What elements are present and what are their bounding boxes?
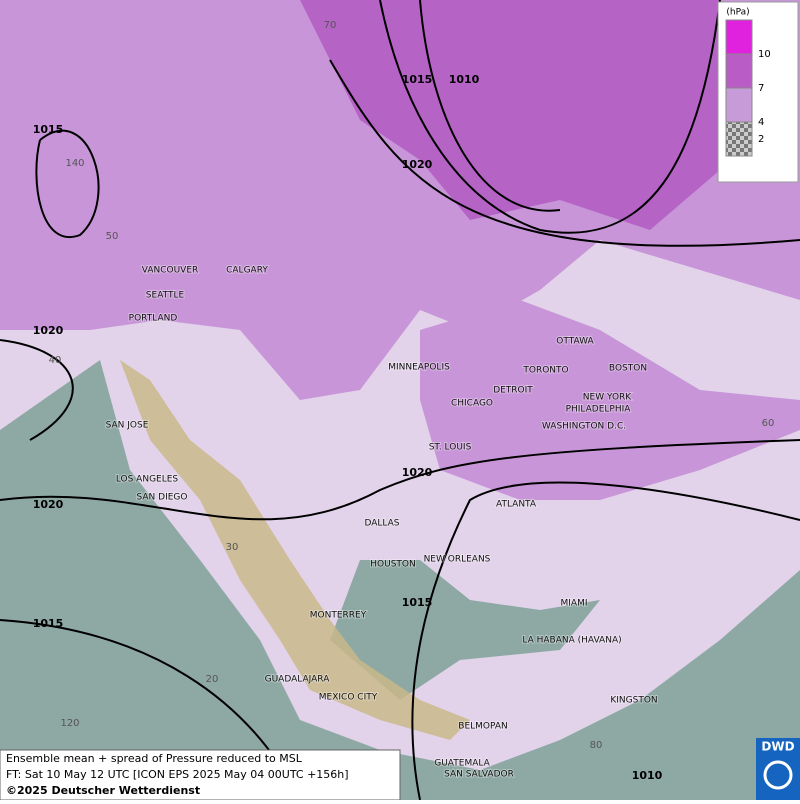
isobar (35, 129, 100, 239)
logo-box (756, 738, 800, 800)
isobar-label: 1015 (402, 73, 433, 86)
legend-swatch (725, 87, 753, 123)
isobar-label: 1010 (449, 73, 480, 86)
graticule-label: 60 (762, 418, 775, 429)
city-label: MEXICO CITY (319, 693, 378, 703)
city-label: VANCOUVER (142, 266, 199, 276)
isobar-label: 1015 (33, 617, 64, 630)
legend-swatch (725, 19, 753, 55)
graticule-label: 140 (65, 158, 84, 169)
city-label: GUATEMALA (434, 759, 490, 769)
city-label: DETROIT (493, 386, 533, 396)
low-spread-area (330, 560, 600, 700)
footer-line: FT: Sat 10 May 12 UTC [ICON EPS 2025 May… (6, 768, 349, 781)
isobar-label: 1020 (402, 466, 433, 479)
city-label: MONTERREY (310, 611, 367, 621)
isobar-label: 1020 (33, 324, 64, 337)
city-label: SAN DIEGO (137, 493, 188, 503)
isobar (419, 0, 561, 212)
city-label: MIAMI (561, 599, 588, 609)
city-label: OTTAWA (556, 337, 594, 347)
legend-unit: (hPa) (726, 8, 749, 18)
isobar-label: 1020 (402, 158, 433, 171)
graticule-label: 30 (226, 542, 239, 553)
isobar (329, 59, 800, 247)
city-label: SAN SALVADOR (444, 770, 514, 780)
city-label: PORTLAND (129, 314, 178, 324)
terrain (120, 360, 470, 740)
city-label: LOS ANGELES (116, 475, 179, 485)
city-label: CALGARY (226, 266, 268, 276)
isobar (0, 439, 800, 521)
graticule-label: 40 (49, 355, 62, 366)
spread-area (420, 300, 800, 500)
low-spread-area (0, 360, 800, 800)
city-label: KINGSTON (610, 696, 657, 706)
city-label: GUADALAJARA (265, 675, 331, 685)
legend-label: 4 (758, 117, 764, 128)
logo-icon (763, 760, 793, 790)
isobar-label: 1015 (33, 123, 64, 136)
isobar-label: 1015 (402, 596, 433, 609)
isobar-label: 1010 (632, 769, 663, 782)
city-label: SAN JOSE (106, 421, 149, 431)
isobar (411, 481, 800, 801)
city-label: MINNEAPOLIS (388, 363, 450, 373)
city-label: NEW YORK (583, 393, 633, 403)
footer-box (0, 749, 401, 801)
isobar-label: 1020 (33, 498, 64, 511)
legend-label: 10 (758, 49, 771, 60)
city-label: ST. LOUIS (429, 443, 472, 453)
legend-swatch (725, 53, 753, 89)
city-label: CHICAGO (451, 399, 493, 409)
footer-line: Ensemble mean + spread of Pressure reduc… (6, 752, 303, 765)
city-label: PHILADELPHIA (566, 405, 632, 415)
isobar (379, 0, 721, 234)
legend-swatch (725, 121, 753, 157)
city-label: LA HABANA (HAVANA) (522, 636, 621, 646)
isobar (0, 339, 74, 441)
graticule-label: 50 (106, 231, 119, 242)
legend-label: 7 (758, 83, 764, 94)
city-label: ATLANTA (496, 500, 537, 510)
graticule-label: 70 (324, 20, 337, 31)
city-label: HOUSTON (370, 560, 415, 570)
city-label: NEW ORLEANS (424, 555, 491, 565)
graticule-label: 120 (60, 718, 79, 729)
legend-label: 2 (758, 134, 764, 145)
city-label: BELMOPAN (458, 722, 507, 732)
city-label: BOSTON (609, 364, 647, 374)
city-label: WASHINGTON D.C. (542, 422, 626, 432)
city-label: TORONTO (522, 366, 568, 376)
graticule-label: 80 (590, 740, 603, 751)
spread-area (300, 0, 720, 230)
city-label: SEATTLE (146, 291, 185, 301)
logo-text: DWD (761, 740, 794, 754)
spread-area (0, 0, 140, 220)
footer-line: ©2025 Deutscher Wetterdienst (6, 784, 200, 797)
graticule-label: 20 (206, 674, 219, 685)
city-label: DALLAS (364, 519, 399, 529)
